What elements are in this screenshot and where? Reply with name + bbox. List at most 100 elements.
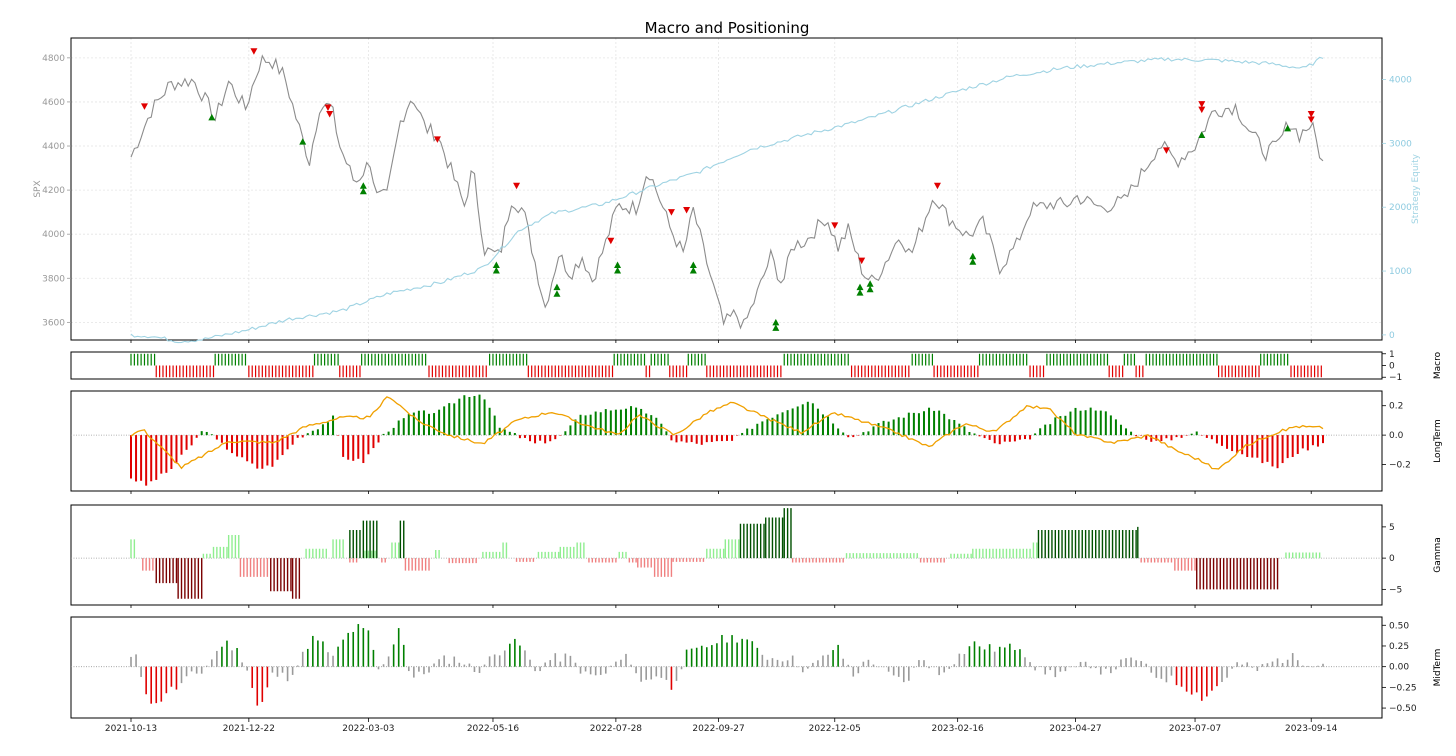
midterm-bar-neutral <box>1135 660 1137 667</box>
gamma-bar-positive <box>1108 530 1110 559</box>
longterm-bar-positive <box>438 409 441 436</box>
midterm-bar-neutral <box>503 650 506 667</box>
macro-bar-positive <box>911 353 913 366</box>
gamma-bar-negative <box>414 558 417 571</box>
macro-bar-positive <box>492 353 494 366</box>
gamma-bar-positive <box>738 539 740 559</box>
longterm-bar-positive <box>1119 424 1122 436</box>
macro-bar-negative <box>960 365 962 378</box>
macro-bar-positive <box>244 353 247 366</box>
longterm-bar-negative <box>155 435 158 480</box>
macro-bar-positive <box>660 353 662 366</box>
longterm-bar-negative <box>1155 435 1158 441</box>
midterm-bar-neutral <box>1271 661 1274 667</box>
macro-bar-positive <box>627 353 629 366</box>
gamma-bar-positive <box>775 517 777 559</box>
macro-bar-negative <box>904 365 907 378</box>
macro-bar-negative <box>1228 365 1230 378</box>
longterm-bar-positive <box>498 427 501 436</box>
midterm-bar-positive <box>352 631 355 667</box>
gamma-bar-negative <box>1266 558 1269 590</box>
y-tick-label: 0 <box>1389 554 1395 564</box>
macro-bar-positive <box>1086 353 1088 366</box>
midterm-bar-neutral <box>892 666 895 676</box>
longterm-bar-negative <box>195 435 198 438</box>
gamma-bar-negative <box>458 558 461 564</box>
gamma-bar-positive <box>999 548 1001 559</box>
midterm-bar-positive <box>306 648 309 667</box>
longterm-bar-negative <box>1246 435 1249 458</box>
macro-bar-negative <box>973 365 976 378</box>
gamma-bar-positive <box>551 551 553 559</box>
gamma-bar-negative <box>1187 558 1190 571</box>
gamma-bar-positive <box>734 539 737 559</box>
gamma-bar-positive <box>537 551 540 559</box>
longterm-bar-negative <box>362 435 365 464</box>
x-tick-label: 2021-10-13 <box>105 724 157 734</box>
longterm-bar-negative <box>1165 435 1168 439</box>
longterm-bar-negative <box>1185 435 1188 436</box>
longterm-bar-positive <box>1069 411 1072 436</box>
gamma-bar-negative <box>943 558 945 563</box>
macro-bar-positive <box>394 353 396 366</box>
gamma-bar-positive <box>318 548 321 559</box>
midterm-bar-neutral <box>847 664 850 667</box>
macro-bar-negative <box>581 365 583 378</box>
gamma-bar-negative <box>184 558 186 599</box>
gamma-bar-negative <box>1243 558 1245 590</box>
macro-bar-negative <box>554 365 556 378</box>
gamma-bar-positive <box>1315 552 1317 559</box>
gamma-bar-positive <box>849 553 851 559</box>
gamma-bar-negative <box>1190 558 1193 571</box>
x-tick-label: 2022-07-28 <box>590 724 643 734</box>
midterm-bar-positive <box>337 646 339 667</box>
midterm-bar-neutral <box>407 666 410 672</box>
midterm-bar-positive <box>221 646 223 667</box>
macro-bar-positive <box>140 353 142 366</box>
sell-marker <box>1307 111 1315 118</box>
macro-bar-positive <box>694 353 696 366</box>
macro-bar-positive <box>228 353 230 366</box>
gamma-bar-negative <box>699 558 701 562</box>
buy-marker <box>969 252 977 260</box>
gamma-bar-positive <box>495 551 498 559</box>
gamma-bar-positive <box>1061 530 1063 559</box>
longterm-bar-negative <box>1008 435 1011 442</box>
longterm-bar-negative <box>978 435 981 437</box>
gamma-bar-positive <box>130 539 132 559</box>
macro-bar-positive <box>637 353 639 366</box>
midterm-bar-positive <box>998 646 1001 667</box>
macro-bar-positive <box>401 353 403 366</box>
x-axis: 2021-10-13 2021-12-22 2022-03-03 2022-05-16… <box>105 340 1338 734</box>
gamma-bar-positive <box>909 553 912 559</box>
gamma-bar-positive <box>970 553 972 559</box>
longterm-bar-negative <box>731 435 734 441</box>
y-tick-label: 5 <box>1389 523 1395 533</box>
y-tick-label: −0.2 <box>1389 461 1411 471</box>
macro-bar-positive <box>381 353 383 366</box>
midterm-bar-neutral <box>544 662 546 667</box>
macro-bar-negative <box>709 365 711 378</box>
midterm-bar-neutral <box>1251 666 1254 668</box>
gamma-bar-negative <box>695 558 698 562</box>
macro-bar-positive <box>1280 353 1282 366</box>
longterm-bar-positive <box>332 415 335 436</box>
gamma-bar-negative <box>177 558 179 599</box>
midterm-bar-positive <box>1009 643 1011 667</box>
midterm-bar-neutral <box>867 659 870 667</box>
gamma-bar-positive <box>238 535 240 559</box>
midterm-bar-neutral <box>539 666 541 672</box>
longterm-bar-positive <box>205 431 208 436</box>
macro-bar-negative <box>746 365 748 378</box>
macro-bar-negative <box>248 365 250 378</box>
macro-bar-negative <box>605 365 607 378</box>
gamma-bar-positive <box>1305 552 1307 559</box>
macro-bar-negative <box>455 365 457 378</box>
macro-bar-positive <box>1165 353 1168 366</box>
macro-bar-positive <box>1145 353 1147 366</box>
midterm-bar-neutral <box>428 666 430 673</box>
gamma-bar-negative <box>270 558 272 592</box>
macro-bar-negative <box>861 365 863 378</box>
macro-bar-positive <box>1002 353 1004 366</box>
longterm-bar-negative <box>145 435 148 486</box>
